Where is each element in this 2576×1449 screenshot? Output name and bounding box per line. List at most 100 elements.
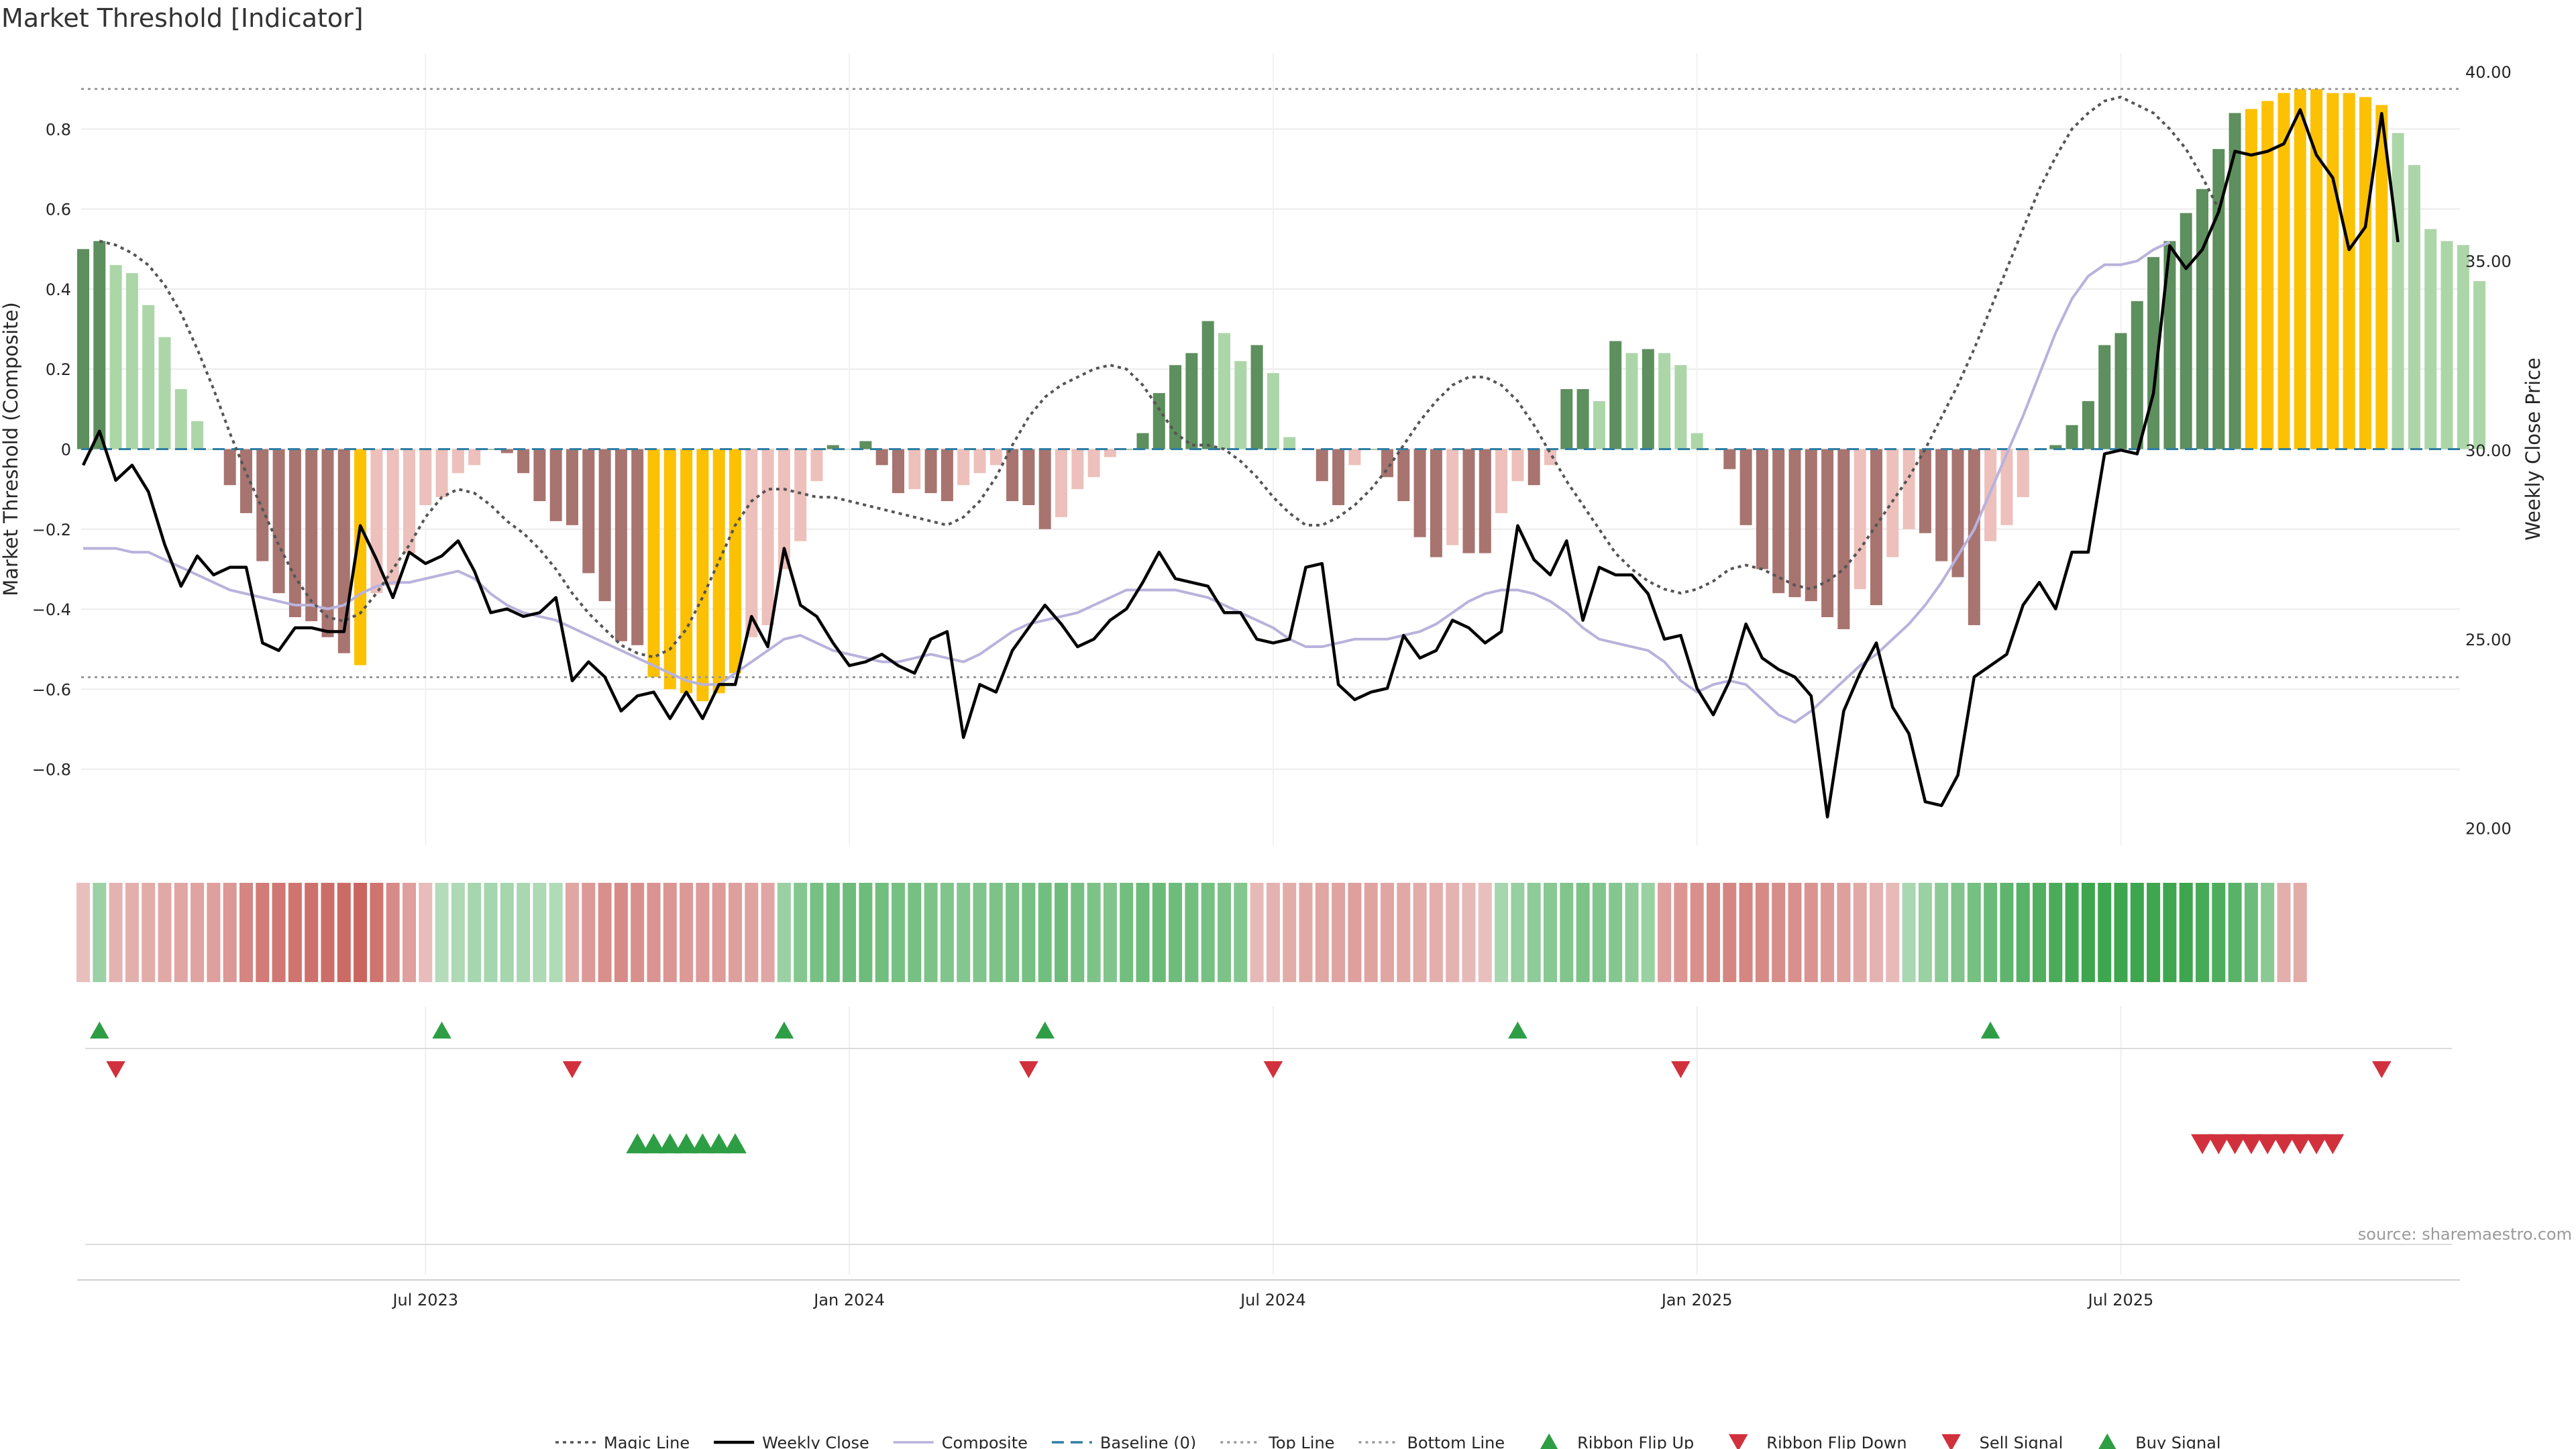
- composite-bar: [1511, 449, 1524, 482]
- ribbon-cell: [1022, 883, 1036, 982]
- ribbon-cell: [696, 883, 710, 982]
- composite-bar: [305, 449, 318, 621]
- ribbon-cell: [1218, 883, 1231, 982]
- composite-bar: [1788, 449, 1801, 598]
- sell-signal-marker: [2240, 1134, 2263, 1155]
- ribbon-cell: [2114, 883, 2128, 982]
- left-axis-title: Market Threshold (Composite): [0, 302, 22, 596]
- buy-signal-marker: [724, 1133, 747, 1154]
- composite-bar: [2310, 89, 2323, 449]
- weekly-close-line: [81, 108, 2400, 818]
- ribbon-cell: [843, 883, 857, 982]
- ribbon-cell: [1951, 883, 1965, 982]
- right-tick-label: 25.00: [2465, 631, 2512, 649]
- composite-bar: [1854, 449, 1866, 590]
- ribbon-cell: [354, 883, 368, 982]
- composite-bar: [1283, 437, 1296, 449]
- right-tick-label: 40.00: [2465, 63, 2512, 82]
- ribbon-flip-down-marker: [1263, 1061, 1283, 1079]
- ribbon-cell: [517, 883, 531, 982]
- composite-bar: [859, 441, 872, 449]
- ribbon-cell: [468, 883, 482, 982]
- composite-bar: [1218, 333, 1230, 449]
- ribbon-cell: [93, 883, 107, 982]
- legend-label: Ribbon Flip Down: [1766, 1434, 1907, 1449]
- ribbon-cell: [2261, 883, 2275, 982]
- composite-bar: [745, 449, 758, 637]
- composite-bar: [892, 449, 904, 494]
- ribbon-cell: [1755, 883, 1769, 982]
- legend-marker-icon: [1941, 1434, 1961, 1449]
- legend-label: Weekly Close: [762, 1434, 869, 1449]
- legend-marker-icon: [2098, 1433, 2116, 1449]
- composite-bar: [826, 445, 839, 449]
- ribbon-cell: [1625, 883, 1639, 982]
- ribbon-cell: [1837, 883, 1851, 982]
- x-tick-label: Jul 2025: [2087, 1291, 2154, 1309]
- ribbon-cell: [582, 883, 596, 982]
- composite-bar: [2229, 113, 2241, 449]
- legend-item: Buy Signal: [2098, 1433, 2221, 1449]
- x-tick-label: Jul 2024: [1239, 1291, 1306, 1309]
- ribbon-cell: [989, 883, 1003, 982]
- ribbon-cell: [2081, 883, 2095, 982]
- ribbon-cell: [940, 883, 954, 982]
- ribbon-cell: [1853, 883, 1867, 982]
- composite-bar: [2440, 241, 2453, 449]
- ribbon-cell: [1169, 883, 1183, 982]
- ribbon-cell: [745, 883, 759, 982]
- composite-bar: [941, 449, 953, 502]
- composite-bar: [370, 449, 383, 594]
- buy-signal-marker: [626, 1133, 649, 1154]
- composite-bar: [517, 449, 530, 474]
- composite-bar: [1348, 449, 1361, 466]
- composite-bar: [1576, 389, 1589, 449]
- ribbon-cell: [1103, 883, 1117, 982]
- ribbon-cell: [451, 883, 465, 982]
- ribbon-cell: [614, 883, 628, 982]
- composite-bar: [2212, 149, 2225, 449]
- ribbon-cell: [386, 883, 400, 982]
- buy-signal-marker: [658, 1133, 682, 1154]
- composite-bar: [1495, 449, 1508, 513]
- ribbon-cell: [239, 883, 253, 982]
- composite-bar: [2114, 333, 2127, 449]
- left-tick-label: 0.4: [46, 280, 71, 299]
- composite-bar: [1087, 449, 1100, 478]
- ribbon-cell: [337, 883, 351, 982]
- ribbon-cell: [566, 883, 579, 982]
- ribbon-cell: [1592, 883, 1606, 982]
- left-tick-label: 0.6: [46, 201, 71, 219]
- ribbon-cell: [1332, 883, 1346, 982]
- left-tick-label: 0: [61, 441, 71, 460]
- composite-bar: [223, 449, 236, 486]
- composite-bar: [500, 449, 513, 453]
- ribbon-cell: [1821, 883, 1835, 982]
- axes: 0.8 0.6 0.4 0.2 0 −0.2 −0.4 −0.6 −0.8 Market Thre…: [0, 63, 2544, 838]
- ribbon-cell: [1478, 883, 1492, 982]
- ribbon-cell: [1136, 883, 1150, 982]
- ribbon-flip-up-marker: [1035, 1021, 1055, 1039]
- ribbon-cell: [158, 883, 172, 982]
- legend-item: Magic Line: [555, 1434, 690, 1449]
- ribbon-cell: [1429, 883, 1443, 982]
- ribbon-cell: [957, 883, 971, 982]
- legend-label: Top Line: [1268, 1434, 1334, 1449]
- composite-bar: [2065, 425, 2078, 449]
- composite-bar: [1919, 449, 1931, 533]
- composite-bar: [272, 449, 285, 594]
- legend-label: Ribbon Flip Up: [1577, 1434, 1694, 1449]
- legend-label: Buy Signal: [2135, 1434, 2220, 1449]
- composite-bar: [2261, 101, 2274, 449]
- composite-bar: [1397, 449, 1410, 502]
- legend-item: Baseline (0): [1051, 1434, 1196, 1449]
- composite-bar: [2294, 89, 2306, 449]
- sell-signal-marker: [2256, 1134, 2279, 1155]
- x-axis: Jul 2023 Jan 2024 Jul 2024 Jan 2025 Jul 2025: [77, 1279, 2460, 1309]
- composite-bar: [2049, 445, 2062, 449]
- ribbon-cell: [1250, 883, 1264, 982]
- ribbon-cell: [1527, 883, 1541, 982]
- composite-bar: [2131, 301, 2143, 449]
- ribbon-cell: [1152, 883, 1166, 982]
- composite-bar: [2277, 93, 2290, 449]
